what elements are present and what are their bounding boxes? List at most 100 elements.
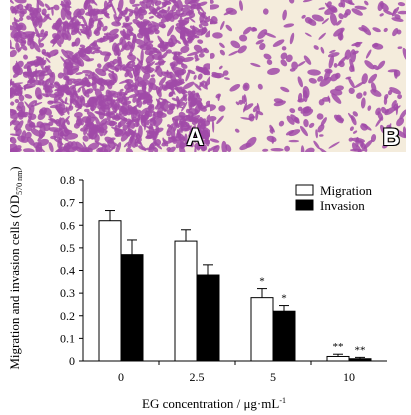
stained-cell	[272, 39, 285, 47]
stained-cell	[99, 37, 104, 43]
stained-cell	[397, 2, 406, 7]
stained-cell	[181, 63, 188, 69]
stained-cell	[166, 108, 174, 115]
stained-cell	[98, 145, 107, 152]
stained-cell	[176, 98, 180, 110]
stained-cell	[60, 7, 66, 21]
significance-marker: *	[281, 293, 287, 305]
stained-cell	[184, 0, 190, 5]
stained-cell	[102, 25, 108, 32]
stained-cell	[23, 54, 28, 60]
stained-cell	[153, 147, 159, 152]
stained-cell	[18, 17, 24, 22]
stained-cell	[80, 30, 85, 34]
stained-cell	[383, 9, 394, 16]
stained-cell	[25, 131, 32, 139]
stained-cell	[154, 0, 162, 6]
stained-cell	[269, 129, 274, 134]
stained-cell	[317, 124, 325, 133]
stained-cell	[85, 46, 93, 53]
stained-cell	[328, 55, 335, 69]
legend-label: Invasion	[320, 198, 365, 213]
stained-cell	[313, 140, 320, 150]
stained-cell	[155, 65, 163, 78]
stained-cell	[124, 71, 130, 78]
stained-cell	[117, 56, 123, 68]
stained-cell	[218, 105, 226, 112]
stained-cell	[166, 146, 171, 152]
significance-marker: **	[355, 344, 366, 356]
stained-cell	[297, 98, 305, 103]
stained-cell	[127, 134, 135, 146]
stained-cell	[160, 41, 166, 52]
stained-cell	[361, 73, 368, 85]
bar-invasion	[348, 358, 372, 362]
stained-cell	[166, 49, 172, 54]
stained-cell	[380, 124, 386, 134]
stained-cell	[271, 126, 275, 133]
stained-cell	[396, 117, 405, 127]
stained-cell	[146, 68, 151, 73]
stained-cell	[384, 106, 397, 116]
stained-cell	[112, 95, 119, 98]
stained-cell	[119, 64, 125, 71]
stained-cell	[241, 95, 246, 104]
stained-cell	[354, 81, 364, 89]
stained-cell	[127, 128, 138, 138]
stained-cell	[146, 131, 154, 139]
stained-cell	[186, 38, 193, 44]
stained-cell	[42, 59, 47, 66]
stained-cell	[36, 57, 45, 66]
stained-cell	[112, 115, 117, 120]
stained-cell	[117, 10, 124, 22]
stained-cell	[40, 107, 48, 114]
stained-cell	[49, 71, 56, 86]
panel-a-label: A	[186, 124, 204, 151]
stained-cell	[280, 52, 288, 60]
stained-cell	[327, 52, 340, 58]
stained-cell	[99, 85, 105, 92]
stained-cell	[148, 105, 155, 112]
stained-cell	[68, 84, 77, 90]
stained-cell	[15, 9, 21, 14]
stained-cell	[136, 140, 142, 145]
stained-cell	[120, 130, 131, 142]
stained-cell	[222, 70, 229, 76]
stained-cell	[180, 7, 194, 14]
stained-cell	[57, 72, 64, 79]
stained-cell	[95, 68, 107, 77]
stained-cell	[34, 26, 40, 39]
x-tick-label: 2.5	[190, 370, 205, 384]
stained-cell	[255, 39, 264, 45]
stained-cell	[10, 81, 15, 84]
stained-cell	[125, 147, 134, 152]
stained-cell	[48, 100, 62, 104]
stained-cell	[153, 117, 163, 127]
stained-cell	[196, 118, 206, 129]
stained-cells	[210, 0, 406, 152]
stained-cell	[129, 0, 136, 5]
stained-cell	[180, 88, 186, 95]
stained-cell	[168, 91, 174, 97]
stained-cell	[108, 73, 117, 82]
stained-cell	[211, 119, 215, 133]
stained-cell	[72, 53, 78, 63]
stained-cell	[182, 56, 194, 63]
stained-cell	[162, 137, 165, 143]
stained-cell	[192, 129, 204, 138]
stained-cell	[210, 52, 215, 59]
stained-cell	[81, 24, 89, 35]
stained-cell	[14, 98, 20, 104]
stained-cell	[10, 0, 14, 4]
stained-cell	[156, 111, 163, 118]
stained-cell	[188, 125, 196, 135]
stained-cell	[75, 141, 86, 152]
stained-cell	[237, 45, 247, 54]
stained-cell	[302, 0, 315, 3]
stained-cell	[48, 142, 54, 152]
stained-cell	[210, 18, 214, 25]
stained-cell	[338, 13, 344, 20]
stained-cell	[107, 107, 111, 114]
stained-cell	[126, 80, 134, 93]
stained-cell	[364, 0, 369, 6]
